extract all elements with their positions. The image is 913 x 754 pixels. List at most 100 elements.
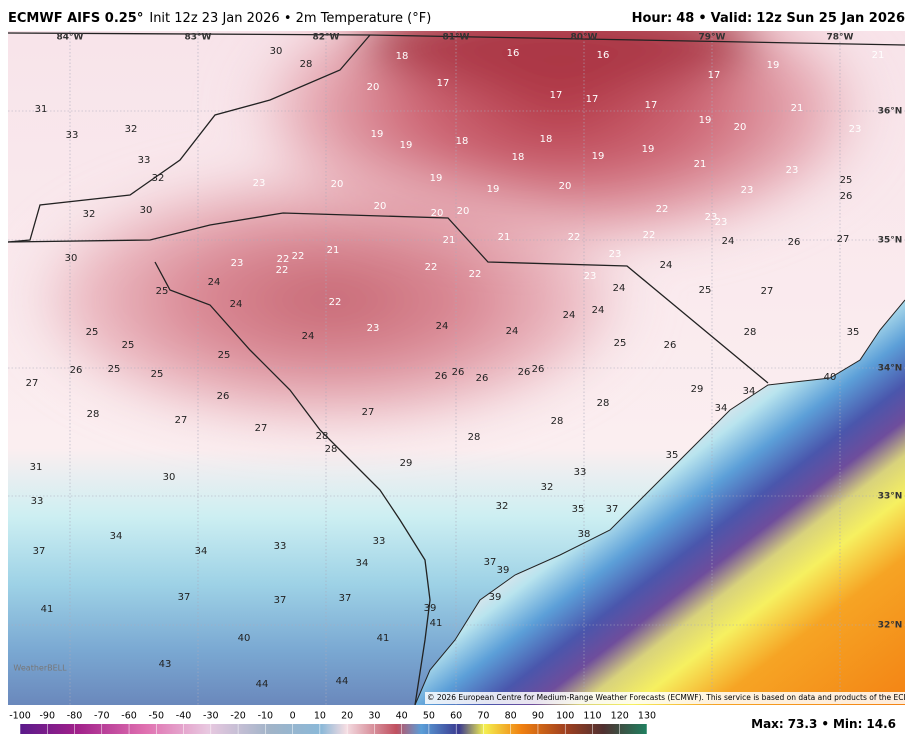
temperature-label: 23: [231, 258, 244, 269]
temperature-label: 27: [255, 423, 268, 434]
temperature-label: 19: [592, 151, 605, 162]
temperature-label: 25: [86, 327, 99, 338]
colorbar: [20, 724, 647, 734]
temperature-label: 19: [487, 184, 500, 195]
temperature-label: 39: [489, 592, 502, 603]
temperature-label: 20: [457, 206, 470, 217]
colorbar-tick-label: 120: [611, 711, 629, 722]
temperature-label: 22: [643, 230, 656, 241]
colorbar-tick-label: -80: [67, 711, 83, 722]
temperature-label: 25: [151, 369, 164, 380]
temperature-label: 41: [41, 604, 54, 615]
temperature-label: 32: [83, 209, 96, 220]
ocean-field: [415, 300, 905, 705]
temperature-label: 38: [578, 529, 591, 540]
longitude-label: 84°W: [57, 33, 84, 43]
longitude-label: 82°W: [313, 33, 340, 43]
temperature-label: 19: [430, 173, 443, 184]
temperature-label: 26: [435, 371, 448, 382]
valid-label: Valid:: [711, 11, 753, 26]
temperature-label: 18: [512, 152, 525, 163]
temperature-label: 17: [645, 100, 658, 111]
temperature-label: 33: [574, 467, 587, 478]
colorbar-tick-label: -40: [176, 711, 192, 722]
colorbar-tick-label: 20: [341, 711, 353, 722]
temperature-label: 28: [316, 431, 329, 442]
latitude-labels: 36°N 35°N 34°N 33°N 32°N: [878, 107, 903, 631]
temperature-label: 28: [597, 398, 610, 409]
temperature-label: 20: [331, 179, 344, 190]
temperature-label: 32: [152, 173, 165, 184]
temperature-label: 22: [329, 297, 342, 308]
temperature-label: 16: [597, 50, 610, 61]
temperature-label: 21: [872, 50, 885, 61]
latitude-label: 33°N: [878, 492, 903, 502]
temperature-label: 34: [110, 531, 123, 542]
colorbar-tick-label: 80: [505, 711, 517, 722]
temperature-label: 18: [396, 51, 409, 62]
temperature-label: 26: [476, 373, 489, 384]
temperature-label: 40: [238, 633, 251, 644]
temperature-label: 24: [660, 260, 673, 271]
temperature-label: 26: [217, 391, 230, 402]
temperature-label: 32: [125, 124, 138, 135]
temperature-label: 26: [518, 367, 531, 378]
temperature-label: 21: [498, 232, 511, 243]
temperature-label: 22: [656, 204, 669, 215]
colorbar-tick-label: -50: [149, 711, 165, 722]
temperature-label: 22: [276, 265, 289, 276]
temperature-label: 30: [163, 472, 176, 483]
max: 73.3: [788, 717, 818, 731]
temperature-label: 31: [35, 104, 48, 115]
colorbar-tick-label: -60: [121, 711, 137, 722]
temperature-label: 35: [666, 450, 679, 461]
temperature-label: 37: [606, 504, 619, 515]
temperature-label: 22: [277, 254, 290, 265]
temperature-label: 37: [274, 595, 287, 606]
temperature-label: 33: [66, 130, 79, 141]
temperature-label: 18: [540, 134, 553, 145]
temperature-label: 20: [374, 201, 387, 212]
min: 14.6: [866, 717, 896, 731]
colorbar-tick-label: 0: [290, 711, 296, 722]
temperature-label: 28: [551, 416, 564, 427]
temperature-label: 27: [362, 407, 375, 418]
temperature-label: 40: [824, 372, 837, 383]
temperature-label: 29: [691, 384, 704, 395]
warm-field: [10, 31, 890, 440]
temperature-label: 19: [699, 115, 712, 126]
temperature-label: 27: [761, 286, 774, 297]
hour: 48: [676, 11, 694, 26]
temperature-label: 20: [734, 122, 747, 133]
temperature-label: 28: [87, 409, 100, 420]
temperature-label: 23: [253, 178, 266, 189]
temperature-label: 35: [572, 504, 585, 515]
max-label: Max:: [751, 717, 784, 731]
temperature-label: 31: [30, 462, 43, 473]
temperature-label: 16: [507, 48, 520, 59]
temperature-label: 32: [541, 482, 554, 493]
colorbar-tick-label: -30: [203, 711, 219, 722]
temperature-label: 25: [218, 350, 231, 361]
temperature-label: 20: [431, 208, 444, 219]
temperature-label: 24: [208, 277, 221, 288]
temperature-label: 25: [699, 285, 712, 296]
temperature-label: 24: [302, 331, 315, 342]
temperature-label: 39: [497, 565, 510, 576]
temperature-label: 26: [532, 364, 545, 375]
temperature-label: 23: [786, 165, 799, 176]
temperature-label: 41: [430, 618, 443, 629]
temperature-label: 22: [469, 269, 482, 280]
temperature-label: 33: [138, 155, 151, 166]
longitude-labels: 84°W 83°W 82°W 81°W 80°W 79°W 78°W: [57, 33, 854, 43]
temperature-label: 37: [484, 557, 497, 568]
temperature-label: 28: [744, 327, 757, 338]
longitude-label: 80°W: [571, 33, 598, 43]
temperature-label: 24: [722, 236, 735, 247]
temperature-label: 27: [175, 415, 188, 426]
model-name: ECMWF AIFS 0.25°: [8, 11, 143, 26]
colorbar-tick-label: 50: [423, 711, 435, 722]
temperature-label: 25: [840, 175, 853, 186]
